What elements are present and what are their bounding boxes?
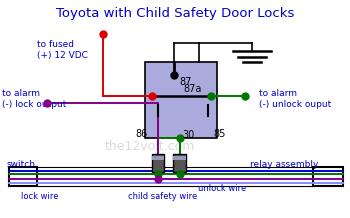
Text: 85: 85 xyxy=(214,129,226,139)
Text: the12volt.com: the12volt.com xyxy=(105,140,195,153)
Text: 30: 30 xyxy=(182,130,195,140)
Text: switch: switch xyxy=(6,160,35,169)
Text: Toyota with Child Safety Door Locks: Toyota with Child Safety Door Locks xyxy=(56,7,294,20)
Text: child safety wire: child safety wire xyxy=(128,192,197,201)
Text: to fused
(+) 12 VDC: to fused (+) 12 VDC xyxy=(37,41,88,60)
Bar xyxy=(9,167,37,186)
Text: 86: 86 xyxy=(135,129,148,139)
Bar xyxy=(173,156,186,160)
Bar xyxy=(313,167,343,186)
Bar xyxy=(145,62,217,138)
Bar xyxy=(152,154,164,172)
Text: lock wire: lock wire xyxy=(21,192,58,201)
Text: to alarm
(-) lock output: to alarm (-) lock output xyxy=(2,90,66,109)
Text: to alarm
(-) unlock ouput: to alarm (-) unlock ouput xyxy=(259,90,331,109)
Text: 87a: 87a xyxy=(183,84,202,94)
Text: relay assembly: relay assembly xyxy=(250,160,318,169)
Text: unlock wire: unlock wire xyxy=(198,184,246,193)
Text: 87: 87 xyxy=(179,77,191,87)
Bar xyxy=(152,156,164,160)
Bar xyxy=(173,154,186,172)
